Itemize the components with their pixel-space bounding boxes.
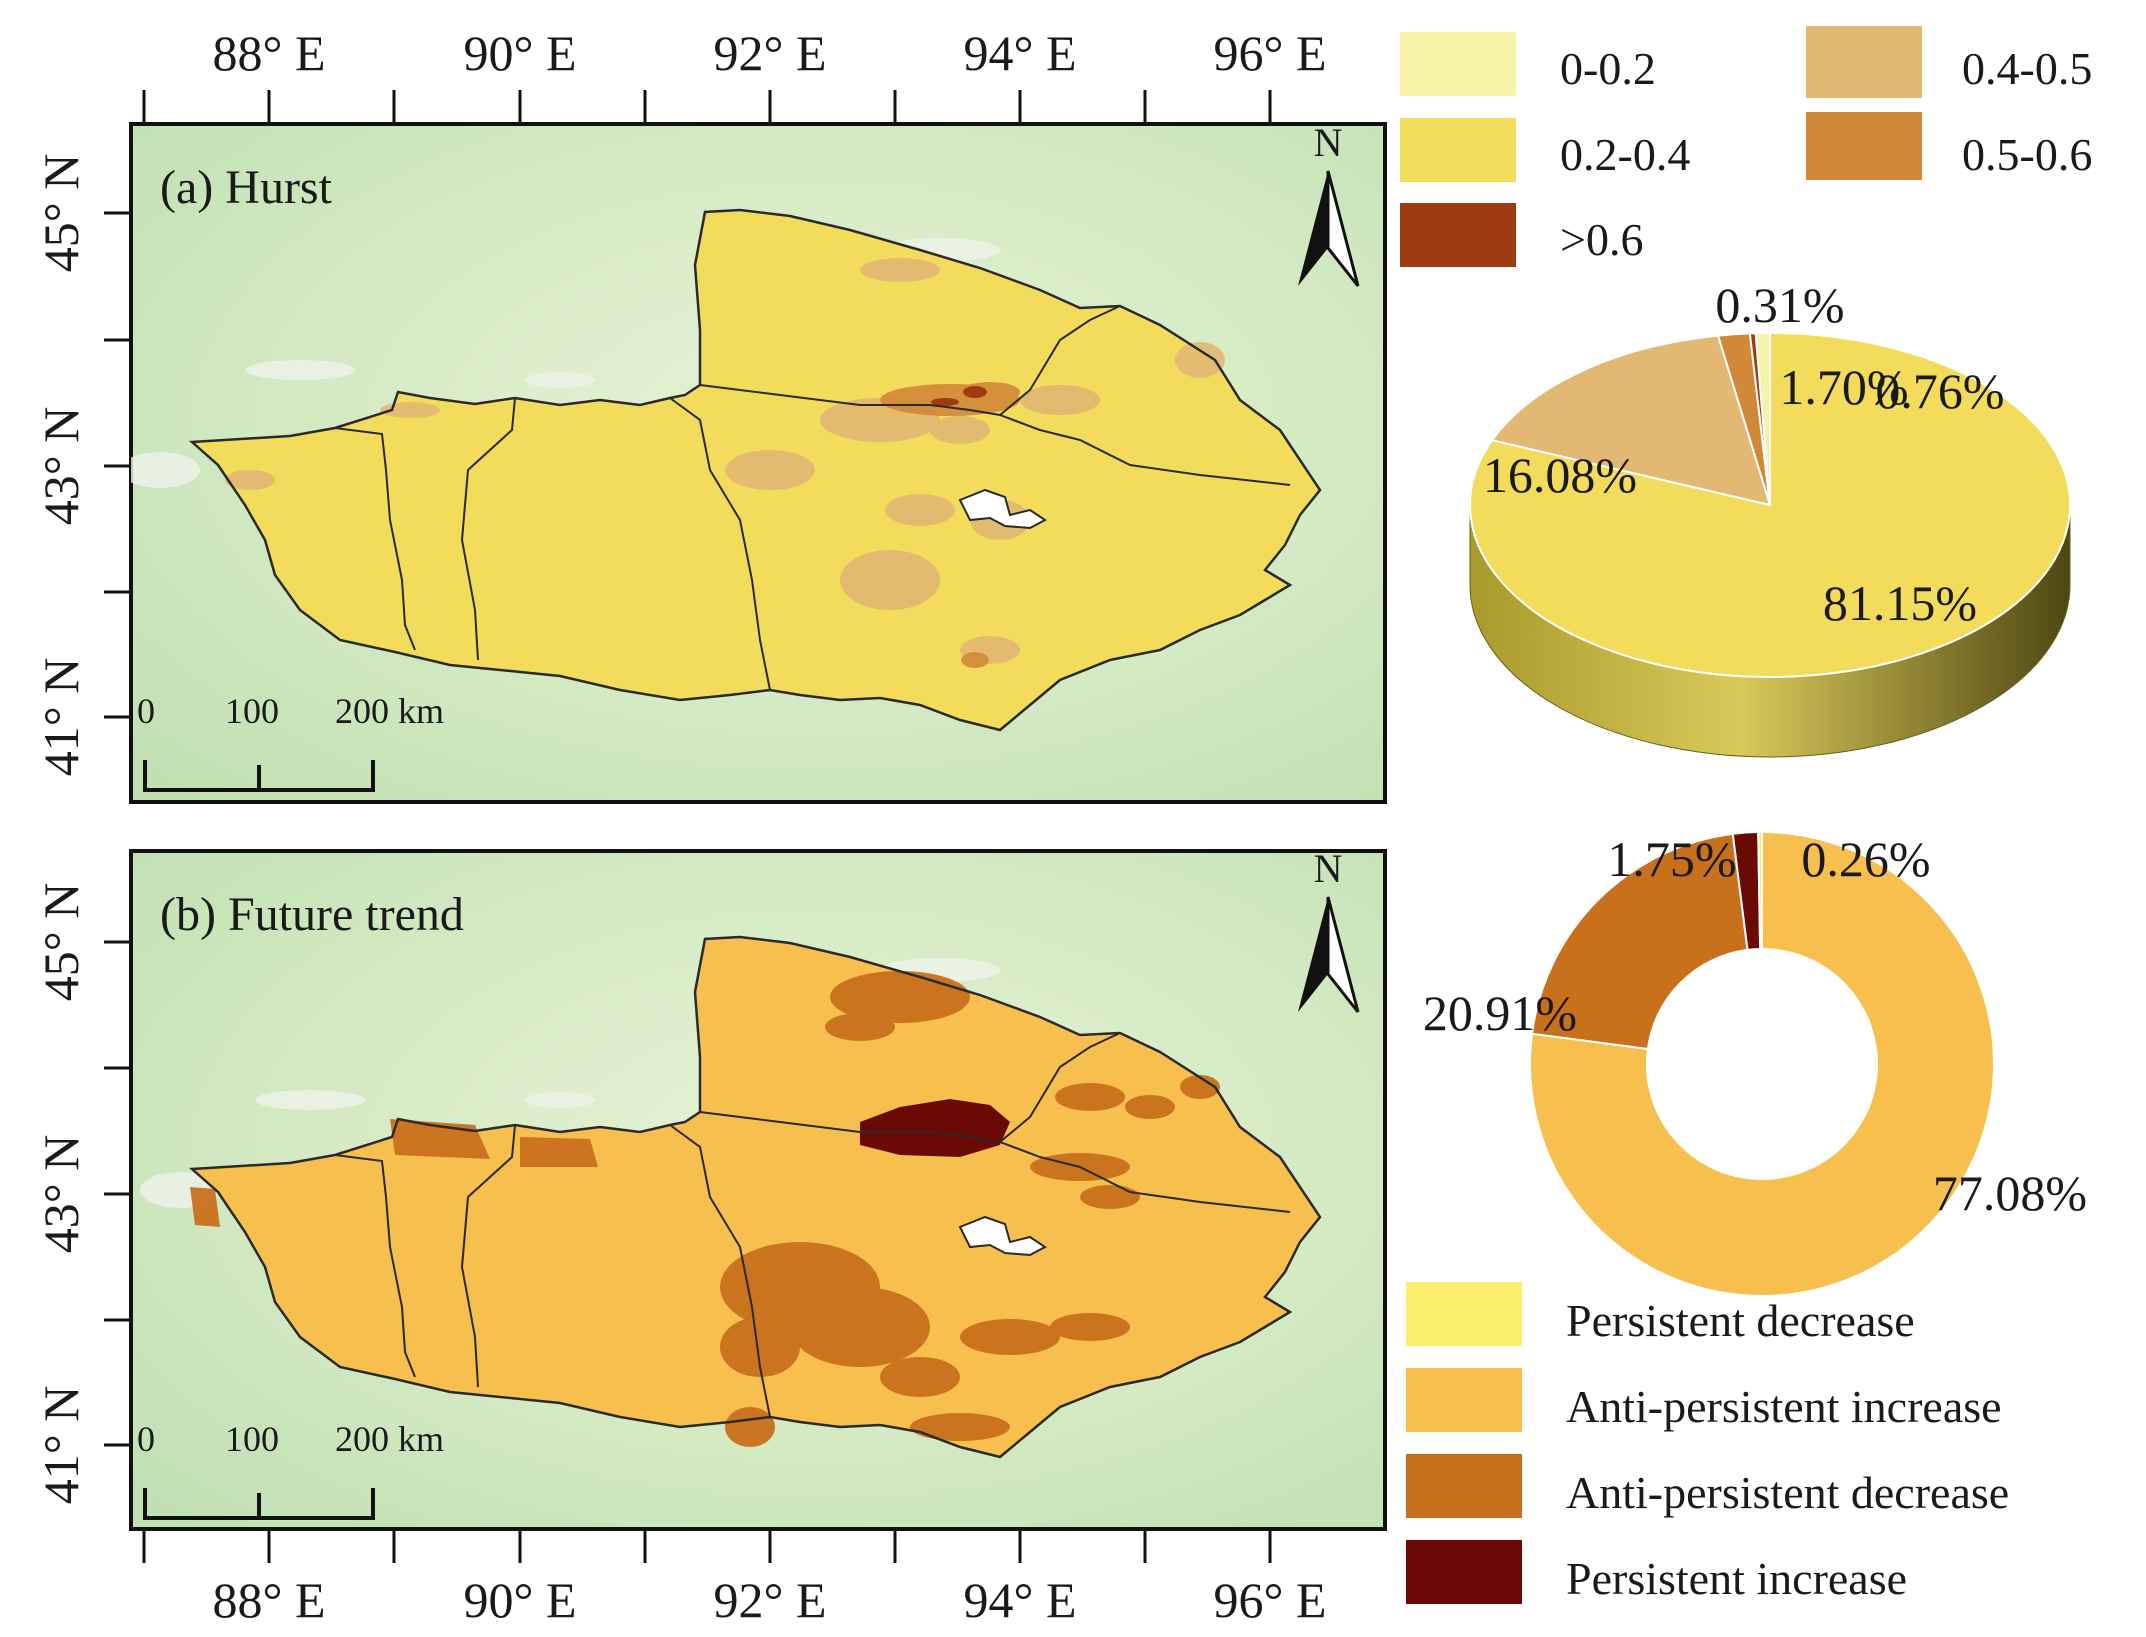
county-boundary [460, 397, 516, 661]
county-boundary [334, 1154, 416, 1378]
north-arrow-b: N [1298, 846, 1360, 1013]
latitude-label-a: 41° N [33, 658, 89, 777]
county-boundary [999, 414, 1291, 486]
map-a-title: (a) Hurst [160, 161, 333, 214]
north-arrow-icon-hollow [1326, 170, 1360, 287]
county-boundary [669, 397, 771, 691]
north-arrow-icon-hollow [1326, 896, 1360, 1013]
county-boundary [999, 1141, 1291, 1213]
pie-a-data-label: 0.76% [1875, 363, 2004, 419]
lake-b [958, 1215, 1047, 1257]
longitude-label-bottom: 88° E [212, 1572, 325, 1628]
scale-a-100: 100 [225, 691, 279, 731]
legend-trend: Persistent decrease Anti-persistent incr… [1406, 1282, 2009, 1604]
longitude-label-bottom: 92° E [713, 1572, 826, 1628]
legend-label-anti-persistent-increase: Anti-persistent increase [1566, 1381, 2002, 1432]
pie-a-data-label: 1.70% [1779, 359, 1908, 415]
pie-chart-hurst: 81.15% 16.08% 1.70% 0.31% 0.76% [1469, 277, 2071, 758]
longitude-label-bottom: 96° E [1213, 1572, 1326, 1628]
donut-b-data-label: 20.91% [1423, 985, 1577, 1041]
county-boundary [334, 427, 416, 651]
scale-b-200: 200 km [335, 1419, 444, 1459]
scale-a-200: 200 km [335, 691, 444, 731]
legend-swatch-0-02 [1400, 32, 1516, 96]
north-arrow-b-label: N [1314, 846, 1343, 891]
donut-chart-trend: 77.08% 20.91% 1.75% 0.26% [1423, 830, 2087, 1297]
legend-label-persistent-decrease: Persistent decrease [1566, 1295, 1915, 1346]
legend-swatch-gt06 [1400, 203, 1516, 267]
latitude-label-b: 41° N [33, 1386, 89, 1505]
legend-swatch-anti-persistent-increase [1406, 1368, 1522, 1432]
trend-anti-persistent-decrease-patches [190, 971, 1220, 1447]
legend-swatch-02-04 [1400, 118, 1516, 182]
lake-a [958, 488, 1047, 530]
pie-a-data-label: 16.08% [1483, 447, 1637, 503]
legend-label-persistent-increase: Persistent increase [1566, 1553, 1907, 1604]
scale-bar-a: 0 100 200 km [137, 691, 444, 792]
pie-a-slice [1754, 331, 1771, 506]
donut-b-slice [1530, 832, 1749, 1051]
county-boundary [699, 384, 1001, 416]
longitude-label-top: 90° E [463, 25, 576, 81]
scale-a-0: 0 [137, 691, 155, 731]
study-outline-b [188, 935, 1322, 1459]
longitude-label-top: 96° E [1213, 25, 1326, 81]
legend-label-02-04: 0.2-0.4 [1560, 129, 1690, 180]
study-area-b [188, 935, 1322, 1459]
map-a: (a) Hurst N 0 100 200 km [129, 120, 1387, 804]
north-arrow-icon [1298, 897, 1328, 1012]
study-area-a [188, 208, 1322, 732]
latitude-label-b: 43° N [33, 1135, 89, 1254]
trend-persistent-increase-patches [860, 1099, 1010, 1157]
legend-swatch-persistent-increase [1406, 1540, 1522, 1604]
latitude-label-b: 45° N [33, 883, 89, 1002]
north-arrow-a: N [1298, 120, 1360, 287]
legend-swatch-04-05 [1806, 26, 1922, 98]
north-arrow-a-label: N [1314, 120, 1343, 165]
county-boundaries-a [334, 305, 1291, 691]
graticule-axes: 88° E 88° E 90° E 90° E 92° E 92° E 94° E 94° E… [33, 25, 1327, 1628]
pie-a-data-label: 81.15% [1823, 575, 1977, 631]
pie-a-slice [1490, 334, 1772, 507]
legend-label-anti-persistent-decrease: Anti-persistent decrease [1566, 1467, 2009, 1518]
legend-label-gt06: >0.6 [1560, 214, 1643, 265]
donut-b-data-label: 0.26% [1801, 831, 1930, 887]
county-boundary [669, 1124, 771, 1418]
north-arrow-icon [1298, 171, 1328, 286]
scale-b-0: 0 [137, 1419, 155, 1459]
latitude-label-a: 45° N [33, 154, 89, 273]
legend-swatch-anti-persistent-decrease [1406, 1454, 1522, 1518]
donut-b-slice [1529, 830, 1995, 1297]
legend-label-04-05: 0.4-0.5 [1962, 43, 2092, 94]
legend-swatch-05-06 [1806, 112, 1922, 180]
donut-b-slice [1757, 830, 1763, 951]
longitude-label-top: 92° E [713, 25, 826, 81]
county-boundary [460, 1124, 516, 1388]
hurst-class-gt06-patches [931, 386, 987, 406]
study-outline-a [188, 208, 1322, 732]
county-boundaries-b [334, 1032, 1291, 1418]
county-boundary [999, 1032, 1121, 1143]
scale-b-100: 100 [225, 1419, 279, 1459]
legend-hurst: 0-0.2 0.2-0.4 >0.6 0.4-0.5 0.5-0.6 [1400, 26, 2092, 267]
scale-bar-b: 0 100 200 km [137, 1419, 444, 1520]
legend-label-0-02: 0-0.2 [1560, 43, 1656, 94]
longitude-label-top: 88° E [212, 25, 325, 81]
pie-a-slice [1469, 331, 2071, 678]
longitude-label-bottom: 90° E [463, 1572, 576, 1628]
map-b-title: (b) Future trend [160, 888, 464, 941]
county-boundary [999, 305, 1121, 416]
longitude-label-top: 94° E [963, 25, 1076, 81]
legend-swatch-persistent-decrease [1406, 1282, 1522, 1346]
county-boundary [699, 1111, 1001, 1143]
legend-label-05-06: 0.5-0.6 [1962, 129, 2092, 180]
donut-b-data-label: 77.08% [1933, 1165, 2087, 1221]
longitude-label-bottom: 94° E [963, 1572, 1076, 1628]
latitude-label-a: 43° N [33, 407, 89, 526]
donut-b-data-label: 1.75% [1607, 831, 1736, 887]
pie-a-data-label: 0.31% [1715, 277, 1844, 333]
map-b: (b) Future trend N 0 100 200 km [129, 846, 1387, 1531]
